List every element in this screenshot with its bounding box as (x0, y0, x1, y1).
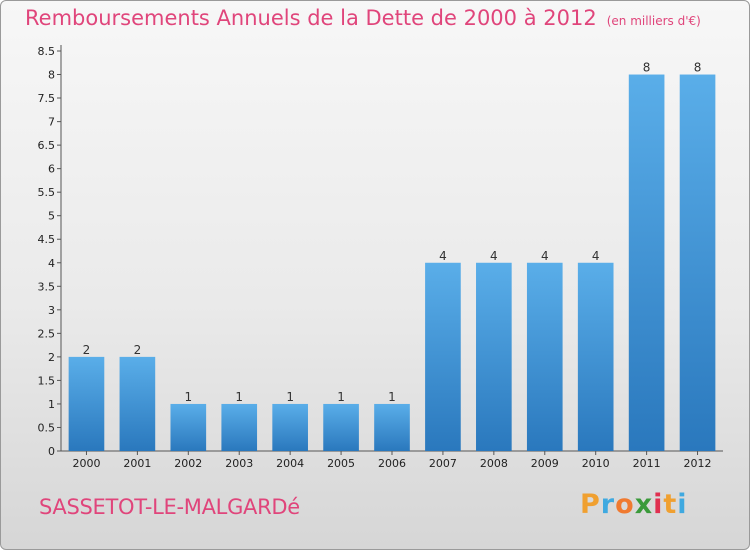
x-tick-label: 2004 (276, 457, 304, 470)
commune-name: SASSETOT-LE-MALGARDé (39, 495, 300, 519)
bar-2008 (476, 262, 512, 451)
y-tick-label: 1 (48, 398, 55, 411)
bar-2003 (221, 403, 258, 451)
bar-value-label: 1 (184, 390, 192, 404)
y-tick-label: 0.5 (38, 421, 56, 434)
y-tick-label: 2 (48, 351, 55, 364)
bar-value-label: 1 (388, 390, 396, 404)
x-tick-label: 2010 (582, 457, 610, 470)
x-tick-label: 2012 (684, 457, 712, 470)
bars (68, 74, 716, 451)
x-tick-label: 2003 (225, 457, 253, 470)
bar-2000 (68, 356, 105, 451)
bar-value-label: 1 (286, 390, 294, 404)
bar-2007 (425, 262, 461, 451)
chart-unit: (en milliers d'€) (606, 14, 701, 28)
bar-value-label: 4 (490, 249, 498, 263)
x-tick-label: 2001 (123, 457, 151, 470)
x-tick-label: 2000 (72, 457, 100, 470)
bar-2002 (170, 403, 207, 451)
bar-2009 (526, 262, 563, 451)
axes: 0 0.5 1 1.5 2 2.5 3 3.5 4 4.5 5 5.5 6 6.5 7 7.5 8 8.5 (38, 45, 723, 458)
y-tick-label: 3.5 (38, 280, 56, 293)
x-tick-label: 2007 (429, 457, 457, 470)
y-tick-label: 4.5 (38, 233, 56, 246)
bar-2011 (628, 74, 665, 451)
y-tick-label: 5.5 (38, 186, 56, 199)
y-tick-label: 2.5 (38, 327, 56, 340)
bar-2006 (374, 403, 410, 451)
bar-2005 (323, 403, 359, 451)
y-tick-label: 8 (48, 69, 55, 82)
x-tick-label: 2005 (327, 457, 355, 470)
brand-letter: t (663, 489, 678, 520)
bar-value-label: 4 (439, 249, 447, 263)
y-tick-label: 8.5 (38, 45, 56, 58)
bar-value-label: 1 (337, 390, 345, 404)
x-tick-label: 2006 (378, 457, 406, 470)
bar-2004 (272, 403, 308, 451)
x-tick-label: 2011 (633, 457, 661, 470)
brand-letter: i (677, 489, 688, 520)
y-tick-label: 4 (48, 257, 55, 270)
y-tick-label: 6.5 (38, 139, 56, 152)
bar-value-label: 4 (541, 249, 549, 263)
chart-title: Remboursements Annuels de la Dette de 20… (25, 6, 597, 30)
bar-value-label: 2 (134, 343, 142, 357)
labels: 2000 2 2001 2 2002 1 2003 1 2004 1 2005 1 2006 1 2007 4… (72, 61, 711, 470)
brand-letter: P (580, 489, 601, 520)
brand-letter: o (615, 489, 635, 520)
bar-value-label: 4 (592, 249, 600, 263)
y-tick-label: 7 (48, 116, 55, 129)
x-tick-label: 2008 (480, 457, 508, 470)
y-tick-label: 7.5 (38, 92, 56, 105)
bar-value-label: 2 (83, 343, 91, 357)
y-tick-label: 6 (48, 163, 55, 176)
proxiti-logo: Proxiti (580, 489, 688, 520)
brand-letter: i (653, 489, 664, 520)
bar-2012 (679, 74, 716, 451)
x-tick-label: 2002 (174, 457, 202, 470)
bar-2001 (119, 356, 156, 451)
brand-letter: r (600, 489, 616, 520)
bar-value-label: 8 (643, 61, 651, 75)
x-tick-label: 2009 (531, 457, 559, 470)
bar-value-label: 1 (235, 390, 243, 404)
bar-value-label: 8 (694, 61, 702, 75)
y-tick-label: 0 (48, 445, 55, 458)
title-row: Remboursements Annuels de la Dette de 20… (25, 6, 701, 30)
bar-2010 (577, 262, 614, 451)
y-tick-label: 1.5 (38, 374, 56, 387)
y-tick-label: 5 (48, 210, 55, 223)
brand-letter: x (634, 489, 654, 520)
y-tick-label: 3 (48, 304, 55, 317)
